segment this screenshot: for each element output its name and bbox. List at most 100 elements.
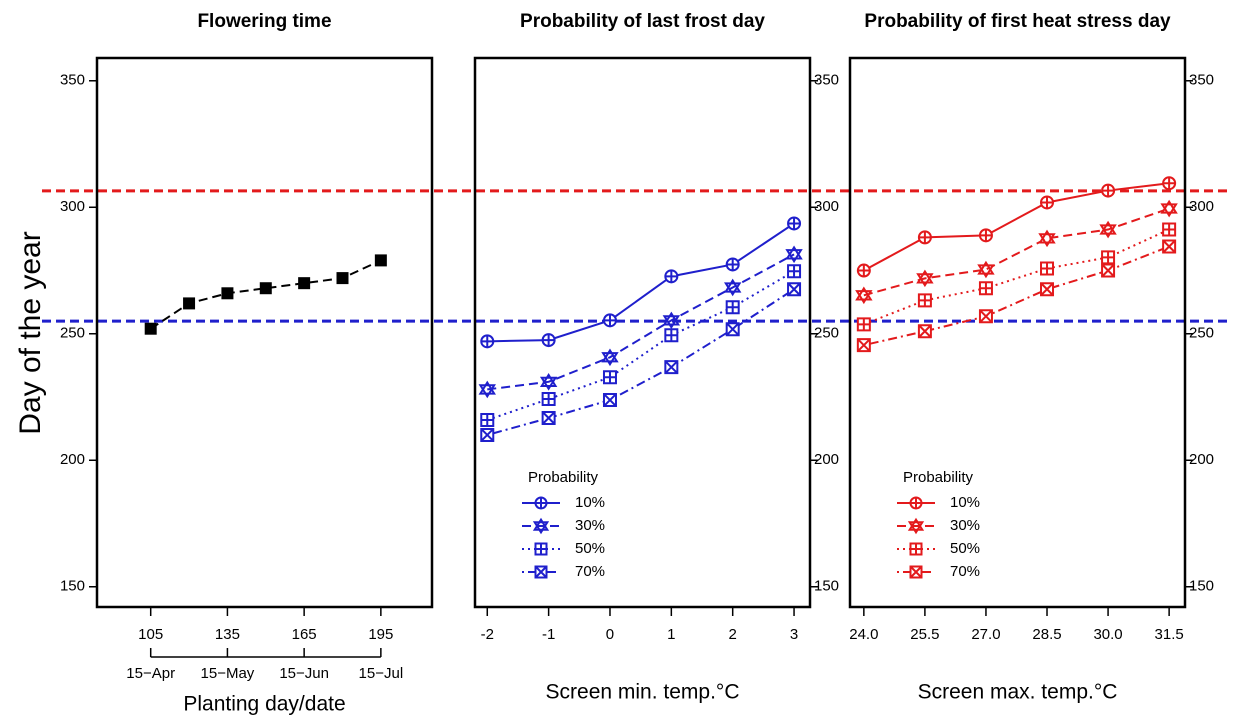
data-point (1040, 195, 1055, 210)
data-point (1160, 199, 1178, 218)
series-line (487, 253, 795, 391)
x-tick-label: 2 (729, 626, 737, 643)
series-line (486, 270, 795, 421)
x-tick-label: 25.5 (910, 626, 939, 643)
data-point (787, 282, 802, 297)
data-point (259, 282, 272, 295)
series-line (150, 259, 382, 330)
data-point (541, 333, 556, 348)
legend-label: 10% (950, 494, 980, 511)
data-point (787, 264, 802, 279)
x-tick-label: 27.0 (971, 626, 1000, 643)
y-tick-label: 200 (60, 451, 85, 468)
legend-marker (909, 565, 923, 579)
y-tick-label: 350 (60, 72, 85, 89)
x-tick-label: 0 (606, 626, 614, 643)
y-tick-label: 200 (814, 451, 839, 468)
series-line (487, 222, 795, 343)
legend-label: 30% (575, 517, 605, 534)
x-axis-label: Screen max. temp.°C (918, 681, 1118, 704)
x-tick-label: 105 (138, 626, 163, 643)
data-point (602, 393, 617, 408)
data-point (916, 269, 934, 288)
plot-frame (95, 56, 434, 609)
y-tick-label: 200 (1189, 451, 1214, 468)
x-axis-label: Planting day/date (183, 693, 345, 716)
data-point (602, 370, 617, 385)
data-point (917, 230, 932, 245)
data-point (855, 286, 873, 305)
data-point (1040, 261, 1055, 276)
series-line (863, 245, 1170, 347)
legend-marker (909, 542, 923, 556)
data-point (725, 300, 740, 315)
x2-tick-label: 15−Apr (126, 665, 175, 682)
x-tick-label: 165 (292, 626, 317, 643)
data-point (539, 373, 558, 391)
x-tick-label: 3 (790, 626, 798, 643)
x-tick-label: -2 (481, 626, 494, 643)
x-tick-label: 1 (667, 626, 675, 643)
data-point (480, 427, 495, 442)
data-point (541, 411, 556, 426)
legend-marker (534, 565, 548, 579)
panel-title: Probability of last frost day (520, 11, 765, 32)
data-point (725, 322, 740, 337)
data-point (917, 324, 932, 339)
legend-title: Probability (903, 469, 974, 486)
y-tick-label: 300 (1189, 198, 1214, 215)
data-point (856, 263, 871, 278)
data-point (1101, 263, 1116, 278)
data-point (602, 313, 617, 328)
x-axis-label: Screen min. temp.°C (546, 681, 740, 704)
legend-marker (907, 517, 925, 535)
legend-marker (532, 517, 550, 535)
plot-frame (848, 56, 1187, 609)
data-point (856, 317, 871, 332)
x2-tick-label: 15−Jul (359, 665, 404, 682)
data-point (601, 348, 619, 367)
legend-label: 50% (575, 540, 605, 557)
data-point (478, 380, 496, 399)
data-point (480, 413, 495, 428)
data-point (1101, 250, 1116, 265)
legend-title: Probability (528, 469, 599, 486)
data-point (978, 228, 993, 243)
legend-marker (534, 542, 548, 556)
data-point (978, 309, 993, 324)
series-line (863, 207, 1170, 297)
data-point (787, 216, 802, 231)
y-tick-label: 250 (1189, 325, 1214, 342)
y-tick-label: 250 (814, 325, 839, 342)
data-point (917, 293, 932, 308)
series-line (487, 288, 795, 436)
legend-label: 70% (575, 563, 605, 580)
y-tick-label: 250 (60, 325, 85, 342)
legend-label: 10% (575, 494, 605, 511)
legend-label: 70% (950, 563, 980, 580)
data-point (221, 287, 234, 300)
x-tick-label: 135 (215, 626, 240, 643)
data-point (1162, 239, 1177, 254)
data-point (664, 328, 679, 343)
x-tick-label: 31.5 (1155, 626, 1184, 643)
data-point (1099, 220, 1117, 239)
data-point (977, 260, 995, 279)
x-tick-label: -1 (542, 626, 555, 643)
data-point (725, 257, 740, 272)
data-point (1040, 282, 1055, 297)
y-tick-label: 150 (814, 578, 839, 595)
legend-marker (534, 496, 548, 510)
x2-tick-label: 15−Jun (279, 665, 329, 682)
x2-tick-label: 15−May (201, 665, 255, 682)
data-point (1038, 229, 1056, 248)
y-tick-label: 300 (60, 198, 85, 215)
data-point (480, 334, 495, 349)
data-point (1162, 222, 1177, 237)
data-point (723, 278, 742, 297)
y-axis-label: Day of the year (14, 231, 47, 434)
y-tick-label: 350 (1189, 72, 1214, 89)
data-point (856, 338, 871, 353)
